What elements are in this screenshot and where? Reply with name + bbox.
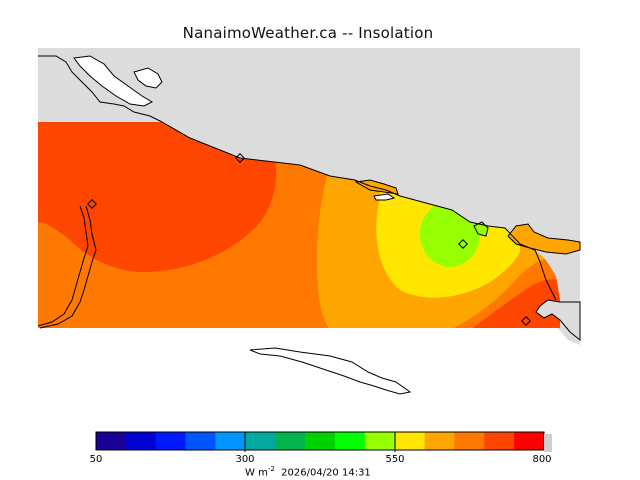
island-white-small [373, 193, 396, 201]
station-marker[interactable] [521, 316, 531, 326]
colorbar-swatch [364, 432, 396, 450]
colorbar-tick-300: 300 [235, 454, 255, 465]
timestamp: 2026/04/20 14:31 [281, 467, 371, 479]
colorbar-swatch [454, 432, 485, 450]
colorbar-tick-max: 800 [532, 454, 552, 465]
colorbar-swatch [125, 432, 157, 450]
land-mainland [38, 48, 580, 345]
island-north-b [133, 67, 163, 89]
chart-title: NanaimoWeather.ca -- Insolation [182, 24, 434, 42]
river-west [37, 205, 89, 327]
colorbar-swatch [424, 432, 455, 450]
colorbar-swatch [305, 432, 336, 450]
contour-redorange-southeast [470, 279, 560, 328]
island-north-a [73, 55, 154, 107]
colorbar-swatch [96, 432, 127, 450]
colorbar-swatch [514, 432, 545, 450]
colorbar-swatch [155, 432, 187, 450]
station-marker[interactable] [87, 199, 97, 209]
colorbar-swatch [245, 432, 276, 450]
land-peninsula [535, 299, 581, 342]
contour-redorange-west [38, 122, 277, 272]
river-west-bank [39, 205, 97, 329]
colorbar-swatch [275, 432, 306, 450]
colorbar-swatch [215, 432, 246, 450]
station-marker[interactable] [458, 239, 468, 249]
unit-label: W m [245, 467, 268, 479]
colorbar-swatch [394, 432, 426, 450]
colorbar-swatch [334, 432, 366, 450]
footer-info: W m-2 2026/04/20 14:31 [245, 465, 371, 478]
island-south [249, 347, 412, 395]
colorbar-tick-550: 550 [385, 454, 405, 465]
colorbar-swatch [484, 432, 515, 450]
colorbar-swatch [185, 432, 216, 450]
unit-exponent: -2 [267, 465, 275, 473]
inlet-north [38, 55, 163, 123]
station-marker[interactable] [235, 153, 245, 163]
coastline [161, 121, 557, 301]
colorbar-tick-min: 50 [89, 454, 103, 465]
